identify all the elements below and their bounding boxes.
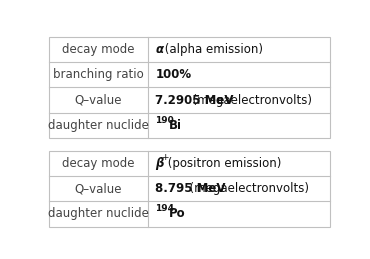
Text: (alpha emission): (alpha emission) [161, 43, 263, 56]
Text: 100%: 100% [155, 68, 191, 81]
Text: Po: Po [169, 207, 186, 220]
Text: 190: 190 [155, 116, 174, 125]
Text: β: β [155, 157, 164, 170]
Text: 7.2905 MeV: 7.2905 MeV [155, 93, 234, 107]
Text: Q–value: Q–value [75, 182, 122, 195]
Text: decay mode: decay mode [62, 43, 135, 56]
Text: +: + [161, 153, 169, 162]
Bar [49, 37, 330, 138]
Text: Bi: Bi [169, 119, 182, 132]
Text: branching ratio: branching ratio [53, 68, 144, 81]
Text: Q–value: Q–value [75, 93, 122, 107]
Text: α: α [155, 43, 163, 56]
Text: (megaelectronvolts): (megaelectronvolts) [185, 93, 312, 107]
Text: daughter nuclide: daughter nuclide [48, 119, 149, 132]
Text: 194: 194 [155, 204, 174, 213]
Text: decay mode: decay mode [62, 157, 135, 170]
Text: daughter nuclide: daughter nuclide [48, 207, 149, 220]
Bar [49, 151, 330, 227]
Text: (positron emission): (positron emission) [164, 157, 282, 170]
Text: 8.795 MeV: 8.795 MeV [155, 182, 226, 195]
Text: (megaelectronvolts): (megaelectronvolts) [182, 182, 309, 195]
